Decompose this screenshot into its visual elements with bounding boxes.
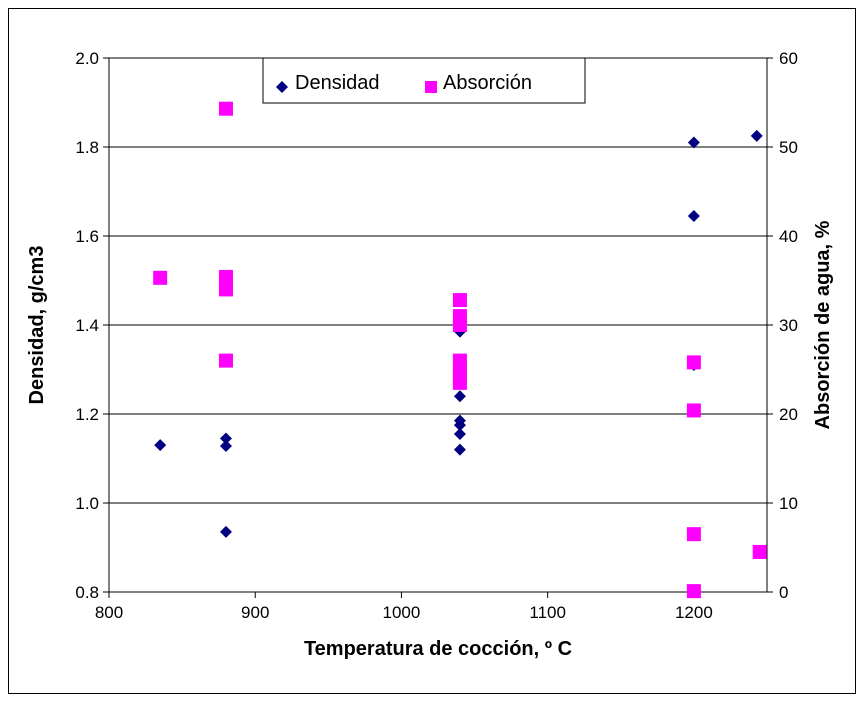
data-points [153,101,767,599]
legend-label-absorcion: Absorción [443,72,532,94]
y-tick-label: 0.8 [75,583,99,602]
legend-diamond-marker [276,81,288,93]
densidad-point [219,525,232,538]
y-axis-ticks: 0.8 1.0 1.2 1.4 1.6 1.8 2.0 [75,49,109,602]
x-tick-label: 1000 [383,603,421,622]
y2-tick-label: 10 [779,494,798,513]
series-square [153,101,767,599]
absorcion-point [752,544,767,559]
absorcion-point [686,584,701,599]
y2-tick-label: 40 [779,227,798,246]
densidad-point [453,419,466,432]
legend: Densidad Absorción [262,57,586,104]
scatter-chart: 800 900 1000 1100 1200 0.8 1.0 1.2 1.4 1.6 1.8 2.0… [26,49,834,660]
absorcion-point [686,403,701,418]
absorcion-point [452,293,467,308]
y-tick-label: 1.0 [75,494,99,513]
densidad-point [219,432,232,445]
y2-tick-label: 50 [779,138,798,157]
absorcion-point [452,375,467,390]
absorcion-point [686,355,701,370]
y-tick-label: 1.4 [75,316,99,335]
densidad-point [453,428,466,441]
densidad-point [687,136,700,149]
densidad-point [154,439,167,452]
y2-tick-label: 20 [779,405,798,424]
y-tick-label: 1.6 [75,227,99,246]
legend-square-marker [425,81,437,93]
y2-axis-ticks: 0 10 20 30 40 50 60 [767,49,798,602]
densidad-point [453,390,466,403]
densidad-point [219,440,232,453]
densidad-point [687,209,700,222]
absorcion-point [686,527,701,542]
densidad-point [453,443,466,456]
y2-tick-label: 30 [779,316,798,335]
legend-label-densidad: Densidad [295,72,380,94]
densidad-point [750,129,763,142]
y2-tick-label: 0 [779,583,788,602]
x-axis-title: Temperatura de cocción, º C [304,638,572,660]
x-tick-label: 1200 [675,603,713,622]
chart-frame: 800 900 1000 1100 1200 0.8 1.0 1.2 1.4 1.6 1.8 2.0… [8,8,856,694]
y-tick-label: 1.2 [75,405,99,424]
y2-tick-label: 60 [779,49,798,68]
y-tick-label: 2.0 [75,49,99,68]
absorcion-point [218,353,233,368]
y2-axis-title: Absorción de agua, % [812,220,834,429]
absorcion-point [218,282,233,297]
x-tick-label: 900 [241,603,269,622]
absorcion-point [218,101,233,116]
x-axis-ticks: 800 900 1000 1100 1200 [95,592,713,622]
y-axis-title: Densidad, g/cm3 [26,246,48,405]
absorcion-point [452,318,467,332]
x-tick-label: 1100 [529,603,566,622]
absorcion-point [153,270,168,285]
x-tick-label: 800 [95,603,123,622]
legend-box [262,57,586,104]
y-tick-label: 1.8 [75,138,99,157]
